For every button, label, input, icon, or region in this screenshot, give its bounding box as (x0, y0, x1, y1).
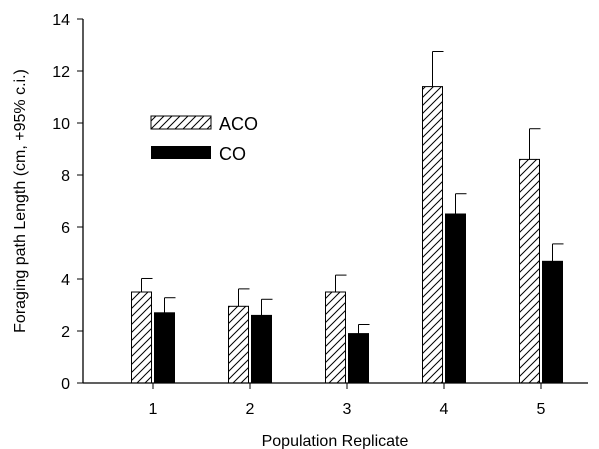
error-bars-layer (141, 51, 564, 334)
bar-co-1 (154, 312, 175, 384)
bars-layer (131, 86, 563, 384)
bar-co-2 (251, 314, 272, 384)
x-tick-label: 1 (149, 401, 158, 418)
legend-label-co: CO (219, 144, 246, 164)
x-tick-label: 4 (440, 401, 449, 418)
y-tick-label: 8 (61, 168, 70, 185)
x-axis-title: Population Replicate (262, 433, 409, 449)
legend-label-aco: ACO (219, 114, 258, 134)
legend-swatch-aco (150, 115, 212, 130)
y-tick-label: 6 (61, 220, 70, 237)
error-bar-co-4 (455, 193, 467, 214)
bar-aco-5 (519, 158, 540, 384)
bar-co-5 (542, 260, 563, 384)
error-bar-aco-1 (141, 277, 153, 292)
error-bar-aco-5 (529, 128, 541, 160)
error-bar-aco-2 (238, 288, 250, 307)
y-tick-label: 14 (52, 12, 70, 29)
y-tick-label: 2 (61, 324, 70, 341)
bar-co-3 (348, 333, 369, 384)
y-tick-label: 10 (52, 116, 70, 133)
x-tick-label: 3 (343, 401, 352, 418)
y-axis-title: Foraging path Length (cm, +95% c.i.) (12, 69, 29, 333)
x-tick-label: 5 (537, 401, 546, 418)
error-bar-co-2 (261, 298, 273, 316)
x-tick-label: 2 (246, 401, 255, 418)
x-axis-ticks: 1 2 3 4 5 (149, 383, 546, 418)
error-bar-aco-3 (335, 274, 347, 292)
y-axis-ticks: 0 2 4 6 8 10 12 14 (52, 12, 83, 393)
legend: ACO CO (150, 114, 258, 164)
error-bar-co-1 (164, 297, 176, 313)
y-tick-label: 12 (52, 64, 70, 81)
error-bar-co-3 (358, 324, 370, 334)
y-tick-label: 0 (61, 376, 70, 393)
legend-swatch-co (151, 146, 211, 159)
error-bar-aco-4 (432, 51, 444, 87)
bar-aco-3 (325, 291, 346, 384)
y-tick-label: 4 (61, 272, 70, 289)
bar-co-4 (445, 213, 466, 384)
bar-aco-2 (228, 305, 249, 384)
error-bar-co-5 (552, 243, 564, 262)
bar-aco-4 (422, 86, 443, 384)
bar-aco-1 (131, 291, 152, 384)
